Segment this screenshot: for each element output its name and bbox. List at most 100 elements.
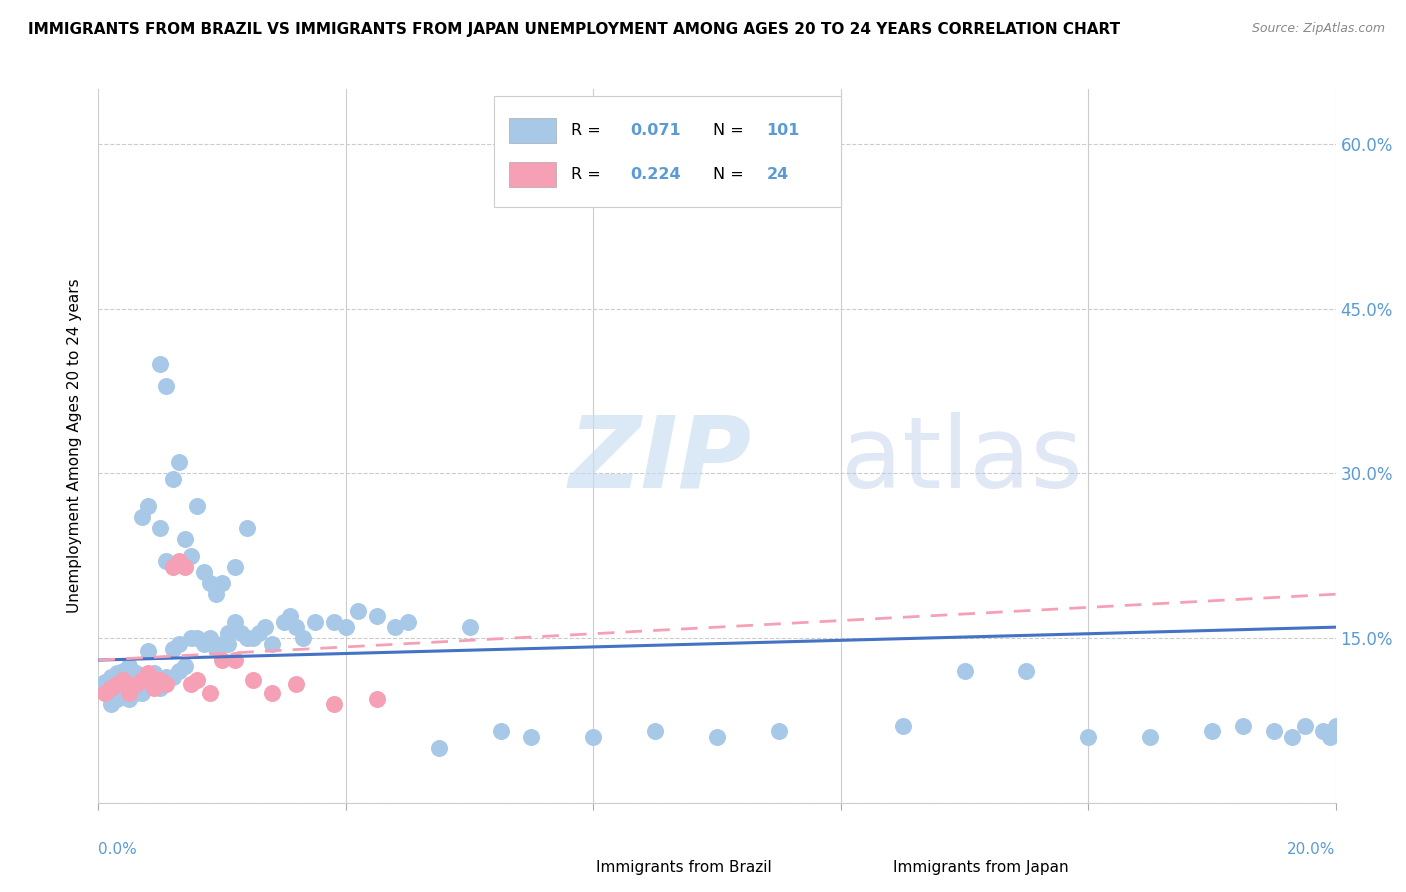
Point [242,673,264,687]
Point [124,673,146,687]
Point [186,673,208,687]
Point [105,691,128,706]
Point [155,554,177,568]
Point [118,686,141,700]
Point [162,669,184,683]
Point [131,673,153,687]
Point [335,620,357,634]
Point [1232,719,1254,733]
Text: N =: N = [713,123,749,138]
Point [285,677,308,691]
Point [118,666,141,681]
Point [229,625,252,640]
Point [167,455,190,469]
Point [105,677,128,691]
Point [322,615,344,629]
Point [124,666,146,681]
Point [198,686,221,700]
FancyBboxPatch shape [495,96,841,207]
Y-axis label: Unemployment Among Ages 20 to 24 years: Unemployment Among Ages 20 to 24 years [67,278,83,614]
Text: Immigrants from Brazil: Immigrants from Brazil [596,860,772,874]
Point [211,576,233,591]
Point [1263,724,1285,739]
Point [167,637,190,651]
Point [1139,730,1161,744]
Point [1294,719,1316,733]
Point [458,620,481,634]
Point [205,587,228,601]
Point [136,644,159,658]
Text: 0.071: 0.071 [630,123,681,138]
Point [644,724,666,739]
Point [118,677,141,691]
Text: ZIP: ZIP [568,412,752,508]
Point [891,719,914,733]
Point [1319,730,1341,744]
Point [193,637,215,651]
Point [149,521,172,535]
Point [149,673,172,687]
Point [149,357,172,371]
FancyBboxPatch shape [509,162,557,187]
Point [224,559,246,574]
Point [211,653,233,667]
Point [260,686,283,700]
Point [124,677,146,691]
Point [118,658,141,673]
Point [322,697,344,711]
Text: R =: R = [571,168,606,182]
Point [186,500,208,514]
Point [1077,730,1099,744]
Point [180,677,202,691]
Point [198,631,221,645]
Point [174,533,197,547]
Point [100,669,122,683]
Point [93,686,115,700]
Point [112,677,135,691]
Text: 24: 24 [766,168,789,182]
Text: R =: R = [571,123,606,138]
Point [1281,730,1303,744]
FancyBboxPatch shape [841,860,882,878]
Text: Source: ZipAtlas.com: Source: ZipAtlas.com [1251,22,1385,36]
Point [100,681,122,695]
Point [180,549,202,563]
Point [254,620,277,634]
Point [162,559,184,574]
Point [149,673,172,687]
Point [768,724,790,739]
Point [186,631,208,645]
Point [131,510,153,524]
Point [143,681,166,695]
Point [105,673,128,687]
Point [167,664,190,678]
Point [155,677,177,691]
Point [260,637,283,651]
Point [224,615,246,629]
Point [174,658,197,673]
Point [167,554,190,568]
Point [217,637,239,651]
Point [1201,724,1223,739]
Point [131,686,153,700]
FancyBboxPatch shape [509,118,557,143]
Text: IMMIGRANTS FROM BRAZIL VS IMMIGRANTS FROM JAPAN UNEMPLOYMENT AMONG AGES 20 TO 24: IMMIGRANTS FROM BRAZIL VS IMMIGRANTS FRO… [28,22,1121,37]
Text: atlas: atlas [841,412,1083,508]
Point [1324,719,1347,733]
Point [124,686,146,700]
Point [366,691,388,706]
Point [162,472,184,486]
Point [291,631,314,645]
Point [100,681,122,695]
Point [162,642,184,657]
Point [1015,664,1038,678]
Point [136,677,159,691]
Point [273,615,295,629]
Point [174,559,197,574]
Point [236,631,259,645]
Point [582,730,605,744]
Point [211,637,233,651]
Point [285,620,308,634]
Text: Immigrants from Japan: Immigrants from Japan [893,860,1069,874]
FancyBboxPatch shape [544,860,585,878]
